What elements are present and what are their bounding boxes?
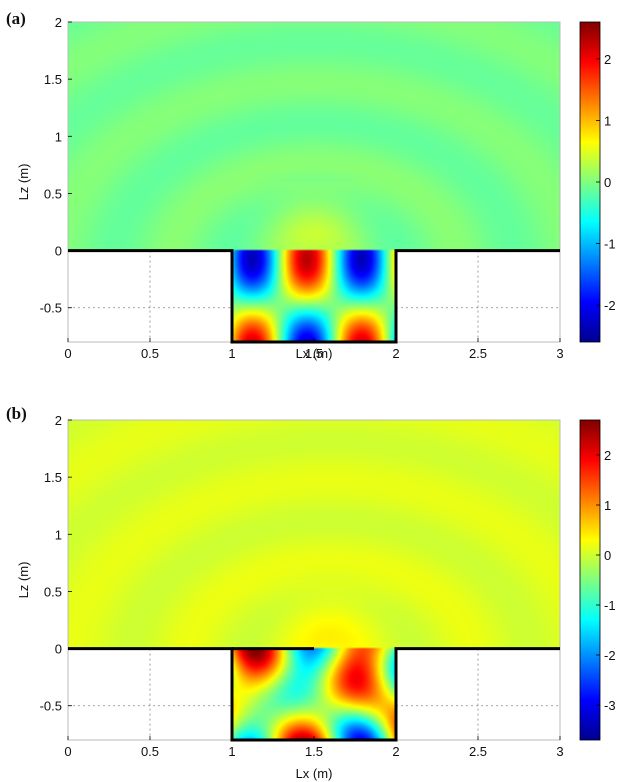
colorbar-tick-label: -2 [604,648,616,663]
panel-a-label: (a) [6,9,26,28]
colorbar-tick-label: -3 [604,698,616,713]
y-tick-label: -0.5 [40,301,62,316]
colorbar-tick-label: -2 [604,298,616,313]
y-tick-label: 0.5 [44,186,62,201]
colorbar-tick-label: 2 [604,448,611,463]
y-tick-label: 1.5 [44,470,62,485]
colorbar-tick-label: 0 [604,175,611,190]
panel-b-y-ticks: 2 1.5 1 0.5 0 -0.5 [40,413,72,714]
x-tick-label: 0.5 [141,346,159,361]
colorbar-tick-label: 0 [604,548,611,563]
colorbar-tick-label: 1 [604,498,611,513]
x-tick-label: 2 [392,346,399,361]
y-tick-label: 0 [55,642,62,657]
x-tick-label: 3 [556,346,563,361]
panel-b-field-heatmap [68,420,560,740]
panel-a: (a) 0 0.5 1 1.5 2 2.5 3 2 1.5 1 0.5 0 -0.5 Lx (m) L… [6,9,616,361]
x-tick-label: 3 [556,744,563,759]
panel-a-y-axis-label: Lz (m) [16,164,31,201]
panel-b-x-ticks: 0 0.5 1 1.5 2 2.5 3 [64,736,564,759]
y-tick-label: 0.5 [44,584,62,599]
x-tick-label: 0 [64,346,71,361]
x-tick-label: 1 [228,744,235,759]
colorbar-tick-label: 1 [604,113,611,128]
panel-b-x-axis-label: Lx (m) [296,766,333,781]
y-tick-label: 1 [55,527,62,542]
panel-b-colorbar [579,419,601,741]
panel-a-field-heatmap [68,22,560,342]
panel-a-y-ticks: 2 1.5 1 0.5 0 -0.5 [40,15,72,316]
panel-b: (b) 0 0.5 1 1.5 2 2.5 3 2 1.5 1 0.5 0 -0.5 Lx (m) L… [6,404,616,781]
x-tick-label: 2.5 [469,744,487,759]
panel-a-x-ticks: 0 0.5 1 1.5 2 2.5 3 [64,338,564,361]
x-tick-label: 2 [392,744,399,759]
x-tick-label: 0 [64,744,71,759]
y-tick-label: 2 [55,15,62,30]
panel-b-grid [68,648,560,740]
x-tick-label: 1 [228,346,235,361]
colorbar-tick-label: 2 [604,52,611,67]
panel-a-grid [68,250,560,342]
panel-a-colorbar-ticks: 2 1 0 -1 -2 [596,52,616,313]
y-tick-label: 0 [55,244,62,259]
panel-b-colorbar-ticks: 2 1 0 -1 -2 -3 [596,448,616,713]
x-tick-label: 0.5 [141,744,159,759]
colorbar-tick-label: -1 [604,237,616,252]
x-tick-label: 2.5 [469,346,487,361]
y-tick-label: 1 [55,129,62,144]
y-tick-label: -0.5 [40,699,62,714]
panel-b-label: (b) [6,404,27,423]
y-tick-label: 1.5 [44,72,62,87]
y-tick-label: 2 [55,413,62,428]
colorbar-tick-label: -1 [604,598,616,613]
panel-a-x-axis-label: Lx (m) [296,346,333,361]
x-tick-label: 1.5 [305,744,323,759]
panel-b-y-axis-label: Lz (m) [16,562,31,599]
x-tick-label: 1.5 [305,346,323,361]
